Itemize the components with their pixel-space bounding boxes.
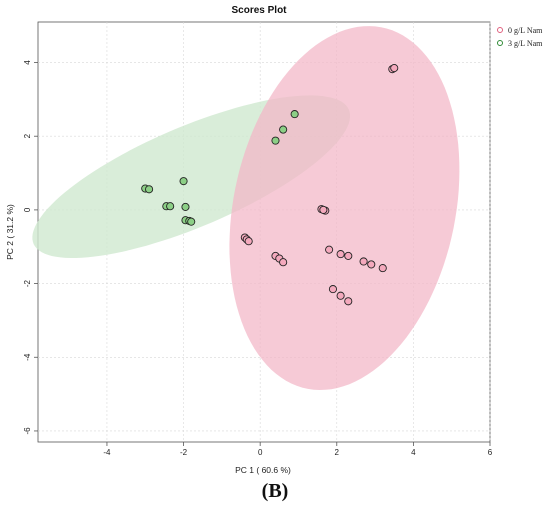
y-tick-label: 2 [23, 133, 32, 138]
data-point-3-g-l-nam [271, 136, 280, 145]
data-point-3-g-l-nam [181, 202, 190, 211]
data-point-0-g-l-nam [336, 291, 345, 300]
legend-marker-3-g-l-nam [497, 40, 503, 46]
data-point-0-g-l-nam [367, 260, 376, 269]
y-tick-label: -6 [23, 427, 32, 435]
confidence-ellipse-0-g-l-nam [229, 26, 460, 390]
data-point-0-g-l-nam [279, 258, 288, 267]
x-tick-label: -4 [103, 448, 111, 457]
data-point-0-g-l-nam [359, 257, 368, 266]
legend: 0 g/L Nam 3 g/L Nam [497, 26, 543, 48]
y-tick-label: 4 [23, 60, 32, 65]
data-point-3-g-l-nam [166, 202, 175, 211]
y-tick-label: -4 [23, 353, 32, 361]
x-tick-label: 0 [258, 448, 263, 457]
x-tick-label: 4 [411, 448, 416, 457]
legend-label-3-g-l-nam: 3 g/L Nam [508, 39, 543, 48]
data-point-0-g-l-nam [390, 64, 399, 73]
data-point-0-g-l-nam [378, 264, 387, 273]
x-tick-label: 2 [335, 448, 340, 457]
data-point-0-g-l-nam [328, 285, 337, 294]
data-point-0-g-l-nam [344, 297, 353, 306]
data-point-0-g-l-nam [319, 205, 328, 214]
plot-area: -4 -2 0 2 4 6 4 2 0 -2 -4 -6 [23, 21, 493, 457]
y-tick-label: -2 [23, 279, 32, 287]
legend-label-0-g-l-nam: 0 g/L Nam [508, 26, 543, 35]
legend-marker-0-g-l-nam [497, 27, 503, 33]
y-tick-label: 0 [23, 207, 32, 212]
chart-title: Scores Plot [231, 5, 287, 16]
data-point-0-g-l-nam [344, 251, 353, 260]
figure-caption: (B) [261, 480, 289, 502]
data-point-0-g-l-nam [244, 237, 253, 246]
x-tick-label: -2 [180, 448, 188, 457]
data-point-3-g-l-nam [187, 217, 196, 226]
y-axis-title: PC 2 ( 31.2 %) [5, 204, 15, 260]
scores-plot: Scores Plot -4 -2 0 2 4 6 4 2 0 -2 -4 -6 0 g/L Nam … [5, 5, 543, 475]
data-point-3-g-l-nam [279, 125, 288, 134]
x-axis-title: PC 1 ( 60.6 %) [235, 465, 291, 475]
data-point-3-g-l-nam [179, 177, 188, 186]
data-point-0-g-l-nam [336, 250, 345, 259]
data-point-0-g-l-nam [325, 245, 334, 254]
x-tick-label: 6 [488, 448, 493, 457]
data-point-3-g-l-nam [145, 185, 154, 194]
data-point-3-g-l-nam [290, 110, 299, 119]
